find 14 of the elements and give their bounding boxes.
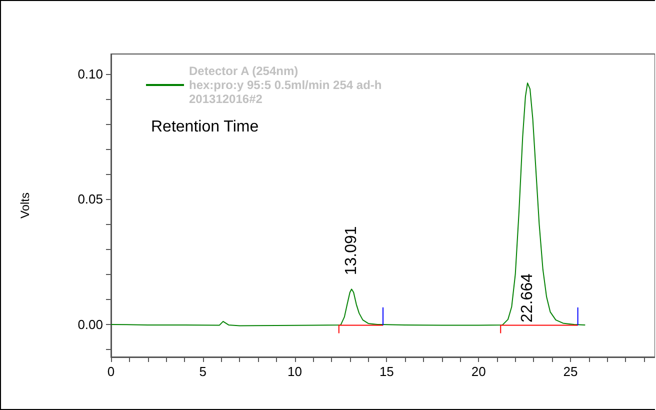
x-tick-label: 15 [379, 364, 394, 379]
x-tick-label: 5 [199, 364, 207, 379]
y-axis-title: Volts [18, 192, 32, 219]
y-tick-label: 0.05 [78, 192, 103, 207]
annotation: 22.664 [519, 273, 536, 322]
x-tick-label: 20 [471, 364, 486, 379]
annotation: Retention Time [151, 118, 259, 136]
legend-label: Detector A (254nm) hex:pro:y 95:5 0.5ml/min 254 ad-h 201312016#2 [189, 64, 382, 106]
x-tick-label: 10 [288, 364, 302, 379]
y-tick-label: 0.10 [78, 66, 103, 82]
x-tick-label: 25 [563, 364, 578, 379]
x-tick-label: 0 [107, 364, 115, 379]
annotation: 13.091 [343, 226, 360, 276]
y-tick-label: 0.00 [78, 316, 103, 332]
